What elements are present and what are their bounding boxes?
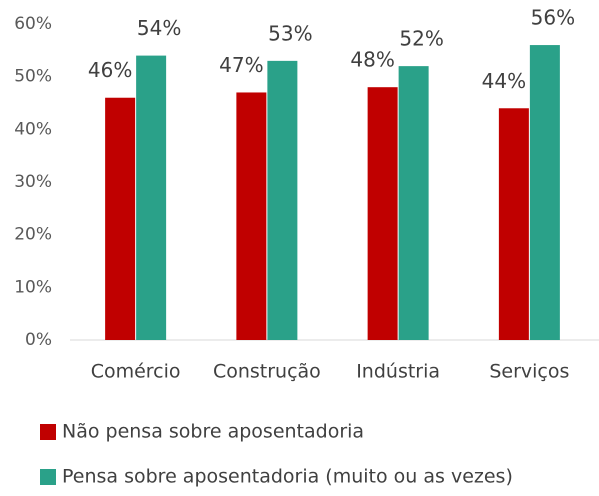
- data-label: 54%: [137, 16, 181, 40]
- bar: [367, 87, 398, 340]
- legend-swatch: [40, 469, 56, 485]
- y-tick-label: 50%: [14, 67, 52, 87]
- data-label: 44%: [482, 69, 526, 93]
- bar: [529, 45, 560, 341]
- bar: [236, 92, 267, 340]
- y-tick-label: 40%: [14, 119, 52, 139]
- legend-label: Não pensa sobre aposentadoria: [62, 421, 364, 443]
- legend-label: Pensa sobre aposentadoria (muito ou as v…: [62, 466, 513, 488]
- x-tick-label: Comércio: [91, 361, 181, 383]
- data-label: 52%: [399, 27, 443, 51]
- bar: [267, 60, 298, 340]
- data-label: 47%: [219, 53, 263, 77]
- legend-swatch: [40, 424, 56, 440]
- bar: [398, 66, 429, 340]
- bar: [105, 97, 136, 340]
- y-tick-label: 10%: [14, 277, 52, 297]
- data-label: 56%: [531, 6, 575, 30]
- data-label: 53%: [268, 21, 312, 45]
- bar: [498, 108, 529, 341]
- y-tick-label: 30%: [14, 172, 52, 192]
- x-tick-label: Construção: [213, 361, 321, 383]
- data-label: 48%: [350, 48, 394, 72]
- bar: [136, 55, 167, 340]
- x-tick-label: Serviços: [489, 361, 569, 383]
- y-tick-label: 0%: [25, 330, 52, 350]
- data-label: 46%: [88, 58, 132, 82]
- y-tick-label: 20%: [14, 225, 52, 245]
- y-tick-label: 60%: [14, 14, 52, 34]
- x-tick-label: Indústria: [356, 361, 440, 383]
